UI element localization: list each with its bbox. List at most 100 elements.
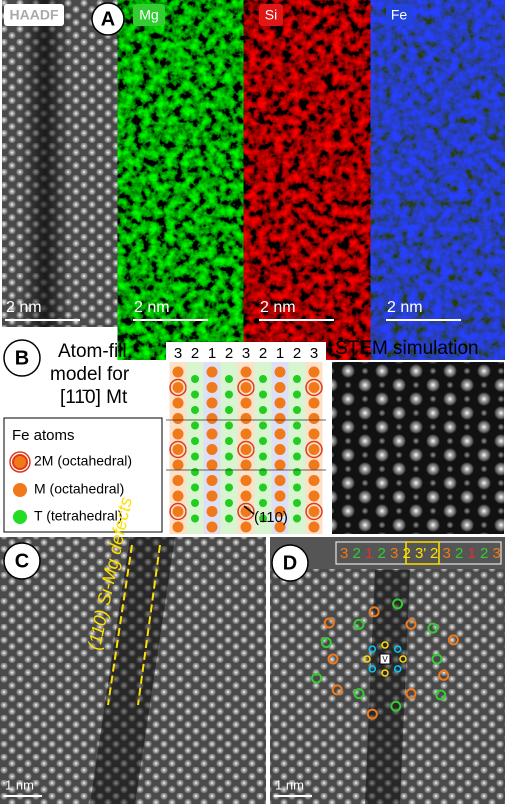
- atom-m: [240, 490, 252, 502]
- atom-m: [206, 444, 218, 455]
- panel-circle: [3, 339, 41, 377]
- defect-band: [365, 570, 410, 804]
- atom-t: [191, 421, 199, 430]
- atom-m: [240, 459, 252, 471]
- atom-m: [274, 459, 286, 471]
- atom-t: [191, 483, 199, 492]
- panel-a: HAADF Mg Si Fe A 2 nm 2 nm 2 nm 2 nm: [2, 0, 505, 327]
- column-label: 3: [242, 345, 250, 362]
- atom-t: [293, 452, 301, 461]
- atom-m: [206, 413, 218, 424]
- atom-m: [274, 506, 286, 517]
- atom-t: [225, 421, 233, 430]
- scale-label: 1 nm: [5, 777, 34, 792]
- sequence-highlight: [405, 541, 440, 565]
- atom-marker: [368, 645, 377, 653]
- panel-d: D V 1 nm 3 2 1 2 3 2 3' 2 3 2 1 2 3: [270, 537, 505, 804]
- atom-t: [191, 514, 199, 523]
- sequence-digit: 2: [480, 545, 488, 562]
- atom-m: [274, 521, 286, 533]
- atom-2m-ring: [169, 502, 187, 521]
- atom-t: [225, 483, 233, 492]
- atom-m: [206, 521, 218, 533]
- atom-m: [206, 366, 218, 378]
- legend-title: Fe atoms: [12, 427, 75, 444]
- atom-t: [225, 406, 233, 414]
- panel-circle: [271, 544, 309, 582]
- atom-m: [274, 366, 286, 378]
- model-title: Atom-fill: [58, 341, 127, 362]
- atom-t: [259, 375, 267, 383]
- sequence-digit: 2: [455, 545, 463, 562]
- atom-marker: [323, 617, 335, 629]
- atom-t: [293, 375, 301, 383]
- legend-swatch: [12, 454, 28, 470]
- atom-m: [240, 506, 252, 517]
- atom-m: [274, 475, 286, 486]
- atom-t: [259, 437, 267, 445]
- column-label: 2: [293, 345, 301, 362]
- panel-circle: [91, 2, 125, 36]
- defect-line: [137, 544, 161, 706]
- atom-t: [191, 468, 199, 476]
- atom-t: [191, 499, 199, 507]
- atom-t: [225, 499, 233, 507]
- atom-m: [274, 428, 286, 440]
- atom-m: [308, 366, 320, 378]
- haadf-image: [0, 537, 266, 804]
- label-box: [259, 4, 283, 26]
- map-label: HAADF: [10, 7, 59, 23]
- atom-2m-ring: [305, 378, 323, 397]
- vacancy-box: [379, 653, 391, 665]
- atom-m: [172, 521, 184, 533]
- atom-m: [206, 475, 218, 486]
- atom-m: [308, 397, 320, 409]
- atom-m: [172, 382, 184, 393]
- atom-t: [259, 483, 267, 492]
- panel-label: B: [15, 347, 29, 369]
- atom-t: [259, 452, 267, 461]
- legend-swatch: [13, 483, 27, 497]
- sequence-digit: 2: [378, 545, 386, 562]
- atom-m: [172, 475, 184, 486]
- atom-marker: [368, 606, 380, 618]
- atom-marker: [363, 655, 371, 663]
- atom-marker: [393, 665, 402, 673]
- legend-swatch: [13, 510, 27, 524]
- atom-t: [293, 421, 301, 430]
- atom-m: [240, 444, 252, 455]
- atom-m: [172, 506, 184, 517]
- model-title: [11̄0] Mt: [60, 387, 128, 408]
- panel-label: D: [283, 552, 297, 574]
- atom-m: [308, 382, 320, 393]
- atom-marker: [405, 688, 417, 700]
- label-box: [386, 4, 412, 26]
- atom-m: [172, 459, 184, 471]
- vacancy-label: V: [382, 655, 388, 664]
- atom-m: [206, 506, 218, 517]
- legend-item: M (octahedral): [34, 481, 124, 497]
- sequence-digit: 3: [443, 545, 451, 562]
- defect-band: [90, 537, 175, 804]
- atom-t: [293, 468, 301, 476]
- atom-marker: [320, 637, 332, 649]
- defect-line: [107, 544, 133, 706]
- atom-t: [225, 375, 233, 383]
- atom-t: [225, 437, 233, 445]
- atom-m: [308, 459, 320, 471]
- atom-t: [191, 406, 199, 414]
- atom-marker: [405, 618, 417, 630]
- atom-m: [206, 459, 218, 471]
- column-label: 3: [174, 345, 182, 362]
- panel-b: B Atom-fill model for [11̄0] Mt Fe atoms…: [3, 338, 504, 534]
- atom-t: [259, 421, 267, 430]
- atom-t: [293, 437, 301, 445]
- atom-2m-ring: [169, 378, 187, 397]
- atom-m: [274, 413, 286, 424]
- atom-m: [308, 428, 320, 440]
- legend-swatch: [9, 451, 31, 473]
- atom-t: [259, 514, 267, 523]
- atom-m: [308, 490, 320, 502]
- atom-m: [240, 521, 252, 533]
- atom-m: [172, 397, 184, 409]
